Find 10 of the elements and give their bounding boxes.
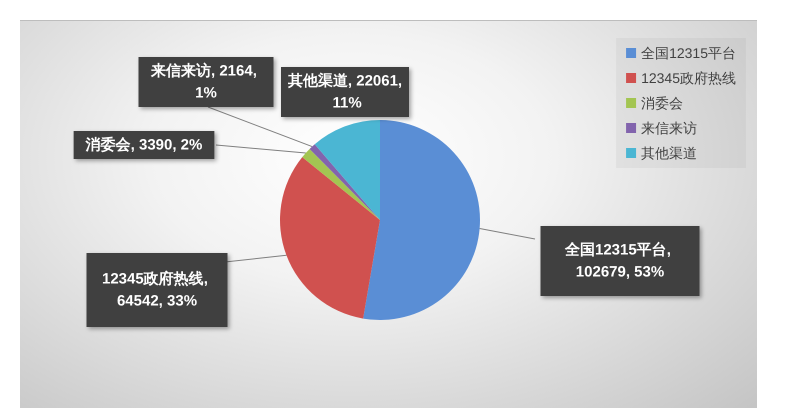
- data-label: 其他渠道, 22061, 11%: [286, 72, 402, 112]
- data-label: 消委会, 3390, 2%: [84, 136, 202, 154]
- data-label: 12345政府热线, 64542, 33%: [102, 270, 212, 310]
- data-label: 全国12315平台, 102679, 53%: [564, 242, 676, 280]
- legend-label: 来信来访: [641, 120, 698, 136]
- legend-label: 其他渠道: [641, 145, 698, 161]
- legend-label: 12345政府热线: [641, 70, 736, 86]
- data-label: 来信来访, 2164, 1%: [150, 62, 262, 102]
- legend-label: 消委会: [641, 95, 684, 111]
- legend-label: 全国12315平台: [641, 45, 736, 61]
